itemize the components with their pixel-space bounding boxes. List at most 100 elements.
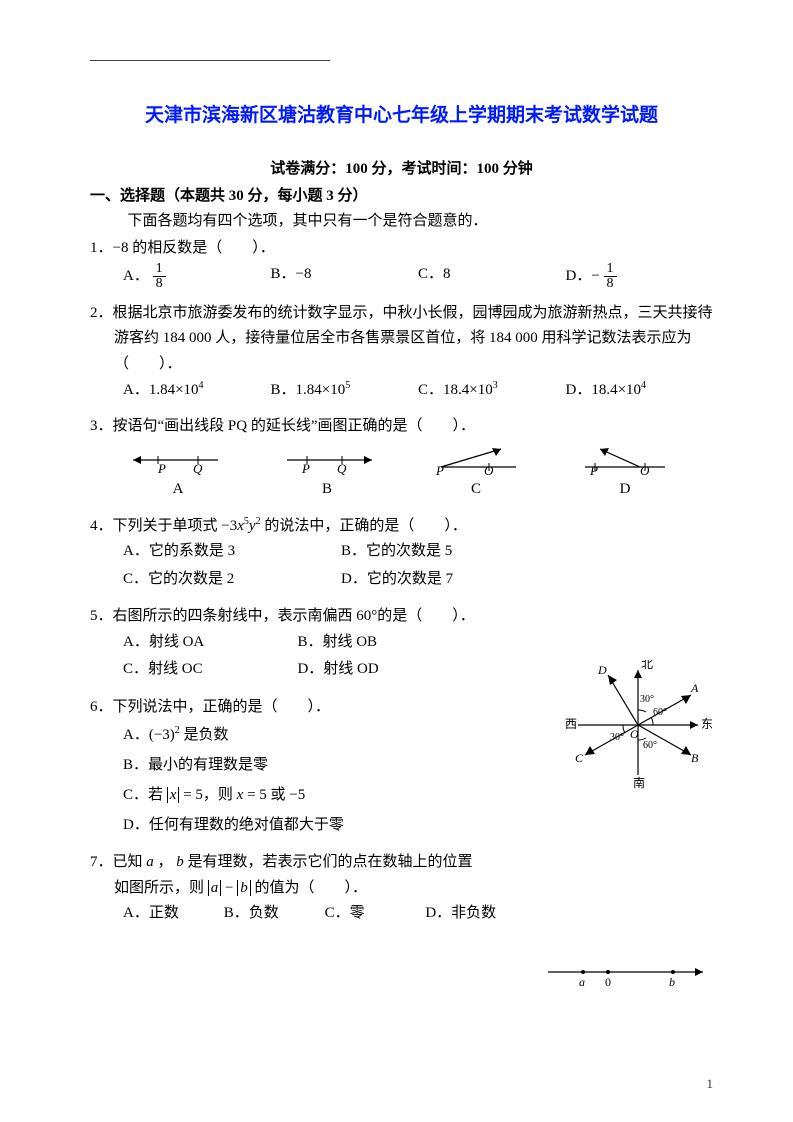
label-west: 西 — [565, 717, 577, 731]
q7-abs-a: a — [211, 880, 219, 896]
q1-options: A． 1 8 B．−8 C．8 D．− 1 8 — [123, 262, 713, 291]
q4-x: x — [237, 518, 244, 534]
q7-abs-b: b — [240, 880, 248, 896]
number-line-diagram: a 0 b — [543, 960, 713, 995]
q4-opt-d: D．它的次数是 7 — [341, 567, 559, 593]
angle-30-1: 30° — [640, 694, 654, 705]
q4-y: y — [249, 518, 256, 534]
q7-options: A．正数 B．负数 C．零 D．非负数 — [123, 901, 526, 927]
q3-figure-labels: A B C D — [123, 477, 680, 503]
q3-fig-b: P Q — [272, 445, 382, 475]
q1-stem: 1．−8 的相反数是（ ）． — [90, 236, 713, 262]
q5-opt-a: A．射线 OA — [123, 630, 297, 656]
label-ray-d: D — [597, 663, 607, 677]
q2-d-pre: D．18.4×10 — [566, 382, 642, 398]
section-1-instruction: 下面各题均有四个选项，其中只有一个是符合题意的． — [128, 209, 714, 230]
q3-fig-d: P Q — [570, 445, 680, 475]
q5-d-label: D．射线 OD — [297, 661, 378, 677]
q7-opt-a: A．正数 — [123, 901, 224, 927]
q1-opt-b: B．−8 — [271, 262, 419, 291]
q2-opt-d: D．18.4×104 — [566, 377, 714, 404]
q2-opt-c: C．18.4×103 — [418, 377, 566, 404]
q2-opt-b: B．1.84×105 — [271, 377, 419, 404]
q1-a-numer: 1 — [153, 262, 166, 277]
q4-opt-c: C．它的次数是 2 — [123, 567, 341, 593]
angle-30-2: 30° — [610, 732, 624, 743]
q3-fig-a: P Q — [123, 445, 233, 475]
question-4: 4．下列关于单项式 −3x5y2 的说法中，正确的是（ ）． A．它的系数是 3… — [90, 513, 713, 595]
q5-c-label: C．射线 OC — [123, 661, 203, 677]
label-p: P — [435, 463, 444, 475]
q7-opt-b: B．负数 — [224, 901, 325, 927]
label-origin: O — [630, 727, 639, 741]
q1-d-prefix: D．− — [566, 267, 600, 283]
q7-s2-post: 的值为（ ）． — [251, 880, 367, 896]
q2-b-pre: B．1.84×10 — [271, 382, 346, 398]
label-ray-c: C — [575, 751, 584, 765]
q3-lab-b: B — [272, 477, 382, 503]
q2-a-exp: 4 — [199, 380, 204, 391]
q2-b-exp: 5 — [345, 380, 350, 391]
q7-opt-c: C．零 — [325, 901, 426, 927]
q1-opt-d: D．− 1 8 — [566, 262, 714, 291]
label-north: 北 — [641, 660, 653, 671]
label-south: 南 — [633, 775, 645, 790]
q7-s1-post: 是有理数，若表示它们的点在数轴上的位置 — [184, 854, 473, 870]
q5-opt-d: D．射线 OD — [297, 657, 471, 683]
numline-b: b — [669, 975, 675, 989]
q2-c-pre: C．18.4×10 — [418, 382, 493, 398]
question-3: 3．按语句“画出线段 PQ 的延长线”画图正确的是（ ）． P Q P Q — [90, 414, 713, 503]
q3-fig-c: P Q — [421, 445, 531, 475]
q7-s1-pre: 7．已知 — [90, 854, 146, 870]
q7-s2-pre: 如图所示，则 — [114, 880, 208, 896]
q7-opt-d: D．非负数 — [425, 901, 526, 927]
q5-b-label: B．射线 OB — [297, 634, 377, 650]
q4-stem-post: 的说法中，正确的是（ ）． — [261, 518, 467, 534]
q4-options: A．它的系数是 3 B．它的次数是 5 C．它的次数是 2 D．它的次数是 7 — [123, 539, 559, 594]
q3-lab-d: D — [570, 477, 680, 503]
q6-c-post: = 5 或 −5 — [243, 787, 305, 803]
exam-title: 天津市滨海新区塘沽教育中心七年级上学期期末考试数学试题 — [90, 100, 713, 127]
q3-figures: P Q P Q P Q — [123, 445, 680, 475]
q5-a-label: A．射线 OA — [123, 634, 204, 650]
q4-opt-b: B．它的次数是 5 — [341, 539, 559, 565]
compass-diagram: 北 南 东 西 A B C D O 30° 60° 30° 60° — [563, 660, 713, 795]
q1-opt-a: A． 1 8 — [123, 262, 271, 291]
q5-stem: 5．右图所示的四条射线中，表示南偏西 60°的是（ ）． — [90, 604, 526, 630]
q5-opt-b: B．射线 OB — [297, 630, 471, 656]
top-rule — [90, 60, 330, 61]
q2-stem: 2．根据北京市旅游委发布的统计数字显示，中秋小长假，园博园成为旅游新热点，三天共… — [114, 301, 713, 378]
label-ray-b: B — [691, 751, 699, 765]
q2-opt-a: A．1.84×104 — [123, 377, 271, 404]
exam-page: 天津市滨海新区塘沽教育中心七年级上学期期末考试数学试题 试卷满分：100 分，考… — [0, 0, 793, 1122]
q6-a-pre: A．(−3) — [123, 727, 175, 743]
q7-s1-mid: ， — [154, 854, 177, 870]
q3-lab-c: C — [421, 477, 531, 503]
q7-a: a — [146, 854, 154, 870]
page-number: 1 — [707, 1076, 714, 1092]
label-p: P — [589, 463, 598, 475]
q6-c-pre: C．若 — [123, 787, 167, 803]
q1-opt-c: C．8 — [418, 262, 566, 291]
q3-stem: 3．按语句“画出线段 PQ 的延长线”画图正确的是（ ）． — [90, 414, 713, 440]
q6-a-post: 是负数 — [180, 727, 229, 743]
q7-stem-1: 7．已知 a ， b 是有理数，若表示它们的点在数轴上的位置 — [90, 850, 526, 876]
q1-a-prefix: A． — [123, 267, 149, 283]
label-p: P — [301, 461, 310, 475]
q1-d-numer: 1 — [604, 262, 617, 277]
q5-options: A．射线 OA B．射线 OB C．射线 OC D．射线 OD — [123, 630, 472, 685]
q6-opt-d: D．任何有理数的绝对值都大于零 — [123, 810, 713, 840]
exam-meta: 试卷满分：100 分，考试时间：100 分钟 — [90, 157, 713, 178]
fraction-icon: 1 8 — [604, 262, 617, 291]
q3-lab-a: A — [123, 477, 233, 503]
fraction-icon: 1 8 — [153, 262, 166, 291]
question-2: 2．根据北京市旅游委发布的统计数字显示，中秋小长假，园博园成为旅游新热点，三天共… — [90, 301, 713, 404]
q7-stem-2: 如图所示，则 a − b 的值为（ ）． — [114, 876, 526, 902]
label-ray-a: A — [690, 681, 699, 695]
numline-0: 0 — [605, 975, 611, 989]
q7-b: b — [176, 854, 184, 870]
q5-opt-c: C．射线 OC — [123, 657, 297, 683]
q2-c-exp: 3 — [493, 380, 498, 391]
question-7: 7．已知 a ， b 是有理数，若表示它们的点在数轴上的位置 如图所示，则 a … — [90, 850, 526, 927]
angle-60-1: 60° — [653, 707, 667, 718]
